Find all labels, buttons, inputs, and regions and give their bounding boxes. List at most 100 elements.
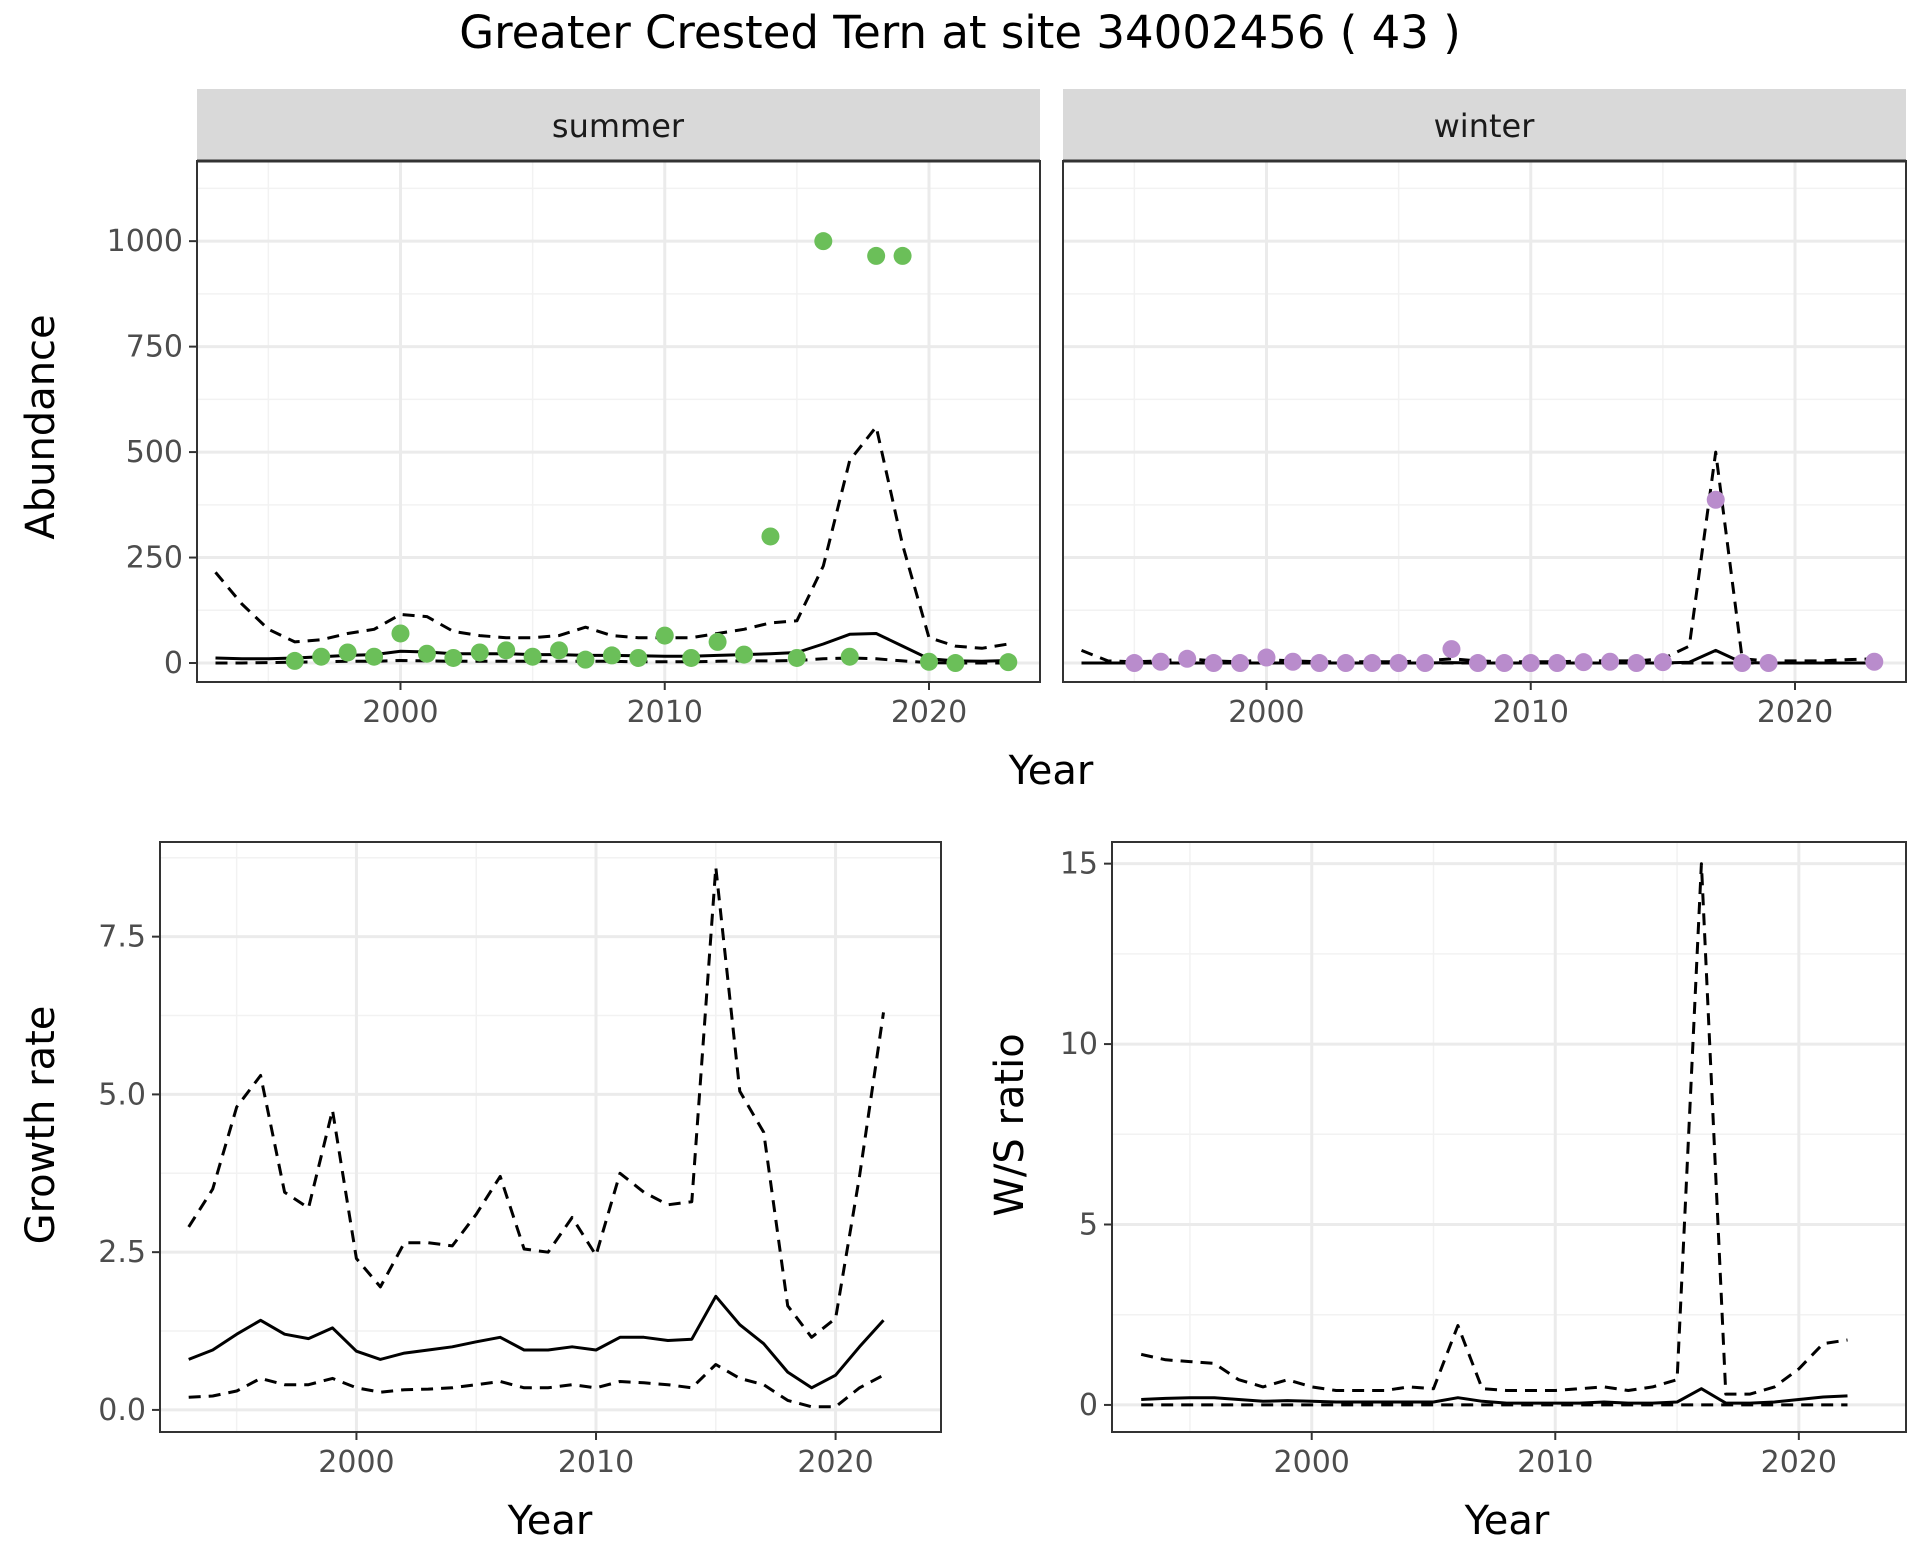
data-point bbox=[417, 644, 436, 663]
y-tick-label: 750 bbox=[126, 330, 183, 365]
data-point bbox=[1178, 649, 1197, 668]
y-axis-title-abundance: Abundance bbox=[18, 314, 64, 539]
x-tick-label: 2020 bbox=[891, 695, 967, 730]
y-tick-label: 2.5 bbox=[98, 1235, 146, 1270]
ws-ratio-panel: 2000 2010 2020 0 5 10 15 bbox=[1060, 841, 1907, 1480]
data-point bbox=[550, 641, 569, 660]
data-point bbox=[470, 643, 489, 662]
x-tick-label: 2010 bbox=[627, 695, 703, 730]
data-point bbox=[893, 246, 912, 265]
series-line-upper bbox=[1140, 862, 1848, 1396]
x-tick-label: 2020 bbox=[1761, 1445, 1837, 1480]
x-tick-label: 2020 bbox=[797, 1445, 873, 1480]
summer-abundance-panel: 2000 2010 2020 0 250 500 750 1000 bbox=[107, 160, 1041, 730]
x-tick-label: 2010 bbox=[1493, 695, 1569, 730]
facet-label-winter: winter bbox=[1434, 107, 1536, 145]
data-point bbox=[312, 647, 331, 666]
data-point bbox=[787, 648, 806, 667]
y-axis-title-ratio: W/S ratio bbox=[987, 1033, 1033, 1216]
series-line-upper bbox=[187, 865, 885, 1339]
y-axis-title-growth: Growth rate bbox=[18, 1006, 64, 1245]
data-point bbox=[1125, 654, 1144, 673]
data-point bbox=[602, 646, 621, 665]
data-point bbox=[285, 651, 304, 670]
data-point bbox=[1416, 654, 1435, 673]
series-line-upper bbox=[214, 425, 1009, 650]
y-tick-label: 0.0 bbox=[98, 1393, 146, 1428]
data-point bbox=[391, 624, 410, 643]
y-tick-label: 500 bbox=[126, 435, 183, 470]
series-line-lower bbox=[215, 656, 1009, 665]
data-point bbox=[840, 647, 859, 666]
winter-abundance-panel: 2000 2010 2020 bbox=[1062, 160, 1907, 730]
x-axis-title-growth: Year bbox=[507, 1498, 593, 1544]
facet-label-summer: summer bbox=[552, 107, 685, 145]
data-point bbox=[1231, 654, 1250, 673]
x-tick-label: 2000 bbox=[1228, 695, 1304, 730]
data-point bbox=[1363, 654, 1382, 673]
data-point bbox=[1521, 654, 1540, 673]
data-point bbox=[655, 626, 674, 645]
series-line-estimate bbox=[188, 1294, 885, 1390]
x-tick-label: 2000 bbox=[1274, 1445, 1350, 1480]
y-tick-label: 250 bbox=[126, 541, 183, 576]
data-point bbox=[1574, 653, 1593, 672]
data-point bbox=[1151, 652, 1170, 671]
x-tick-label: 2020 bbox=[1757, 695, 1833, 730]
data-point bbox=[1495, 654, 1514, 673]
data-point bbox=[1389, 654, 1408, 673]
data-point bbox=[523, 647, 542, 666]
panel-border bbox=[159, 841, 942, 1433]
y-tick-label: 5 bbox=[1079, 1208, 1098, 1243]
series-line-lower bbox=[188, 1363, 885, 1409]
data-point bbox=[1336, 654, 1355, 673]
x-tick-label: 2000 bbox=[362, 695, 438, 730]
data-point bbox=[1257, 648, 1276, 667]
data-point bbox=[1548, 654, 1567, 673]
data-point bbox=[338, 643, 357, 662]
data-point bbox=[1204, 654, 1223, 673]
x-axis-title-ratio: Year bbox=[1464, 1498, 1550, 1544]
data-point bbox=[761, 527, 780, 546]
data-point bbox=[1442, 640, 1461, 659]
x-tick-label: 2010 bbox=[1517, 1445, 1593, 1480]
data-point bbox=[1865, 652, 1884, 671]
data-point bbox=[1468, 654, 1487, 673]
y-tick-label: 10 bbox=[1060, 1027, 1098, 1062]
x-tick-label: 2000 bbox=[318, 1445, 394, 1480]
data-point bbox=[920, 652, 939, 671]
data-point bbox=[1733, 654, 1752, 673]
panel-border bbox=[1111, 841, 1907, 1433]
y-tick-label: 15 bbox=[1060, 847, 1098, 882]
data-point bbox=[708, 632, 727, 651]
y-tick-label: 0 bbox=[1079, 1388, 1098, 1423]
x-axis-title-top: Year bbox=[1008, 748, 1094, 794]
data-point bbox=[1653, 653, 1672, 672]
data-point bbox=[576, 650, 595, 669]
data-point bbox=[682, 648, 701, 667]
y-tick-label: 1000 bbox=[107, 224, 183, 259]
data-point bbox=[1601, 652, 1620, 671]
facet-strip-summer: summer bbox=[197, 89, 1040, 163]
data-point bbox=[1310, 654, 1329, 673]
data-point bbox=[735, 645, 754, 664]
data-point bbox=[946, 654, 965, 673]
data-point bbox=[1706, 490, 1725, 509]
y-tick-label: 0 bbox=[164, 646, 183, 681]
data-point bbox=[365, 647, 384, 666]
growth-rate-panel: 2000 2010 2020 0.0 2.5 5.0 7.5 bbox=[98, 841, 942, 1480]
y-tick-label: 5.0 bbox=[98, 1077, 146, 1112]
data-point bbox=[1759, 654, 1778, 673]
data-point bbox=[1627, 654, 1646, 673]
data-point bbox=[444, 648, 463, 667]
data-point bbox=[999, 653, 1018, 672]
data-point bbox=[814, 232, 833, 251]
series-line-estimate bbox=[1141, 1387, 1848, 1405]
y-tick-label: 7.5 bbox=[98, 920, 146, 955]
facet-strip-winter: winter bbox=[1063, 89, 1906, 163]
chart-title: Greater Crested Tern at site 34002456 ( … bbox=[459, 6, 1461, 59]
data-point bbox=[497, 641, 516, 660]
data-point bbox=[867, 246, 886, 265]
data-point bbox=[629, 648, 648, 667]
